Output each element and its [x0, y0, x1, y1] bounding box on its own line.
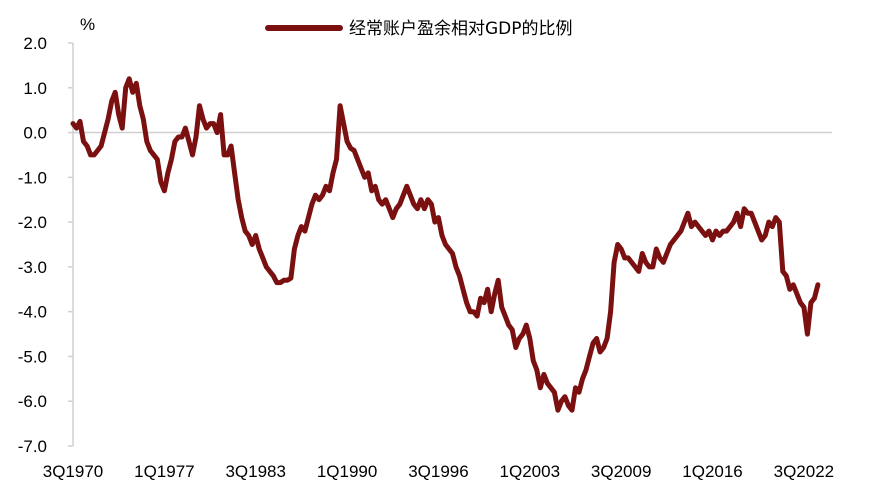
y-tick-label: -6.0 — [18, 392, 47, 411]
y-tick-label: -3.0 — [18, 258, 47, 277]
y-tick-label: 0.0 — [23, 124, 47, 143]
y-tick-label: -7.0 — [18, 437, 47, 456]
x-tick-label: 3Q1970 — [43, 462, 104, 481]
x-tick-label: 1Q2016 — [682, 462, 743, 481]
y-tick-label: -1.0 — [18, 168, 47, 187]
x-tick-label: 3Q2022 — [774, 462, 835, 481]
y-tick-label: 2.0 — [23, 34, 47, 53]
legend: 经常账户盈余相对GDP的比例 — [265, 19, 573, 39]
y-tick-label: -5.0 — [18, 347, 47, 366]
plot-area — [70, 76, 821, 413]
x-tick-label: 1Q1977 — [134, 462, 195, 481]
y-tick-label: -2.0 — [18, 213, 47, 232]
x-tick-label: 3Q1983 — [225, 462, 286, 481]
y-axis: 2.0 1.0 0.0 -1.0 -2.0 -3.0 -4.0 -5.0 -6.0 -7.0 — [18, 34, 74, 456]
x-tick-label: 1Q2003 — [500, 462, 561, 481]
series-line — [70, 76, 821, 413]
x-tick-label: 1Q1990 — [317, 462, 378, 481]
x-tick-label: 3Q1996 — [408, 462, 469, 481]
x-tick-label: 3Q2009 — [591, 462, 652, 481]
y-tick-label: -4.0 — [18, 303, 47, 322]
y-unit-label: % — [80, 15, 95, 34]
y-tick-label: 1.0 — [23, 79, 47, 98]
legend-label: 经常账户盈余相对GDP的比例 — [349, 19, 573, 39]
x-axis: 3Q1970 1Q1977 3Q1983 1Q1990 3Q1996 1Q2003 3Q20… — [43, 131, 835, 481]
